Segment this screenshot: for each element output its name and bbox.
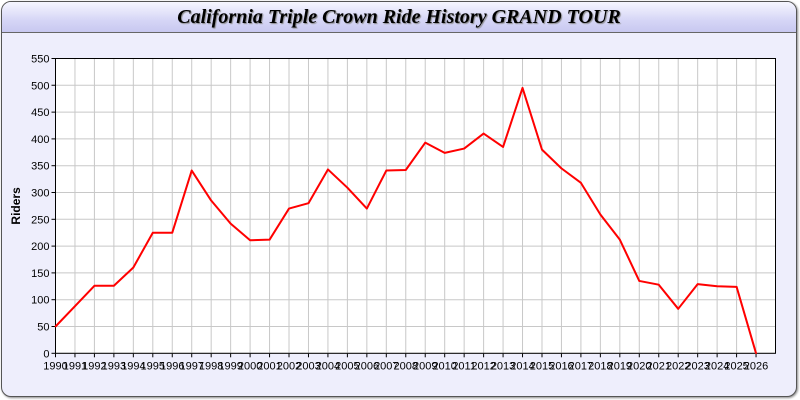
data-point — [541, 148, 543, 151]
data-point — [229, 222, 232, 225]
data-point — [638, 280, 641, 282]
data-point — [132, 266, 135, 269]
title-bar: California Triple Crown Ride History GRA… — [2, 2, 796, 33]
y-tick-label: 0 — [43, 348, 49, 360]
data-point — [327, 168, 329, 171]
data-point — [677, 308, 680, 310]
x-tick-label: 2007 — [374, 360, 398, 372]
x-tick-label: 2017 — [569, 360, 593, 372]
x-tick-label: 2003 — [296, 360, 320, 372]
chart-title: California Triple Crown Ride History GRA… — [177, 6, 621, 28]
data-point — [521, 87, 524, 89]
y-axis-label: Riders — [9, 187, 23, 225]
data-point — [54, 325, 57, 328]
y-tick-label: 350 — [31, 161, 49, 173]
data-point — [113, 284, 115, 287]
y-tick-label: 500 — [31, 80, 49, 92]
x-tick-label: 2002 — [277, 360, 301, 372]
data-point — [190, 169, 193, 172]
y-tick-label: 450 — [31, 107, 49, 119]
x-tick-label: 2006 — [355, 360, 379, 372]
x-tick-label: 2004 — [316, 360, 340, 372]
x-tick-label: 2026 — [744, 360, 768, 372]
x-tick-label: 2020 — [627, 360, 651, 372]
x-tick-label: 2024 — [705, 360, 729, 372]
x-tick-label: 2000 — [238, 360, 262, 372]
y-tick-label: 100 — [31, 295, 49, 307]
x-tick-label: 2014 — [510, 360, 534, 372]
x-tick-label: 2005 — [335, 360, 359, 372]
x-tick-label: 2023 — [685, 360, 709, 372]
x-tick-label: 1997 — [179, 360, 203, 372]
data-point — [443, 152, 446, 154]
data-point — [288, 207, 290, 210]
x-tick-label: 1995 — [141, 360, 165, 372]
x-tick-label: 2009 — [413, 360, 437, 372]
plot-border — [55, 58, 776, 354]
data-point — [716, 285, 718, 288]
data-point — [307, 202, 310, 205]
data-point — [580, 182, 582, 184]
data-point — [268, 238, 271, 241]
x-tick-label: 2015 — [530, 360, 554, 372]
x-tick-label: 2025 — [724, 360, 748, 372]
x-tick-label: 1993 — [102, 360, 126, 372]
x-tick-label: 1996 — [160, 360, 184, 372]
data-point — [404, 169, 407, 171]
x-tick-label: 1998 — [199, 360, 223, 372]
data-point — [502, 146, 504, 148]
x-tick-label: 1994 — [121, 360, 145, 372]
x-tick-label: 2019 — [608, 360, 632, 372]
y-tick-label: 50 — [37, 322, 49, 334]
data-point — [560, 167, 563, 170]
data-point — [346, 186, 349, 189]
y-tick-label: 400 — [31, 134, 49, 146]
data-point — [93, 284, 96, 287]
y-tick-label: 250 — [31, 214, 49, 226]
data-point — [424, 141, 427, 144]
y-tick-label: 150 — [31, 268, 49, 280]
x-tick-label: 2021 — [647, 360, 671, 372]
x-tick-label: 1990 — [43, 360, 67, 372]
x-tick-label: 1991 — [63, 360, 87, 372]
data-point — [171, 231, 174, 234]
y-tick-label: 200 — [31, 241, 49, 253]
data-point — [74, 305, 76, 307]
y-tick-label: 550 — [31, 54, 49, 66]
x-tick-label: 2011 — [452, 360, 476, 372]
y-tick-label: 300 — [31, 188, 49, 200]
data-point — [151, 231, 154, 234]
x-tick-label: 2001 — [257, 360, 281, 372]
data-point — [619, 238, 621, 241]
data-point — [735, 286, 738, 288]
data-point — [482, 132, 485, 135]
data-point — [657, 283, 660, 286]
x-tick-label: 2012 — [471, 360, 495, 372]
x-tick-label: 2016 — [549, 360, 573, 372]
x-tick-label: 2013 — [491, 360, 515, 372]
data-point — [696, 283, 699, 285]
x-tick-label: 2018 — [588, 360, 612, 372]
data-point — [210, 199, 212, 202]
plot-area — [55, 58, 776, 354]
data-point — [463, 147, 465, 150]
x-tick-label: 2010 — [432, 360, 456, 372]
x-tick-label: 2022 — [666, 360, 690, 372]
data-point — [599, 213, 602, 216]
data-point — [249, 239, 251, 242]
data-point — [366, 207, 368, 210]
data-point — [385, 169, 388, 172]
x-tick-label: 1992 — [82, 360, 106, 372]
x-tick-label: 2008 — [394, 360, 418, 372]
x-tick-label: 1999 — [218, 360, 242, 372]
data-point — [755, 352, 757, 355]
